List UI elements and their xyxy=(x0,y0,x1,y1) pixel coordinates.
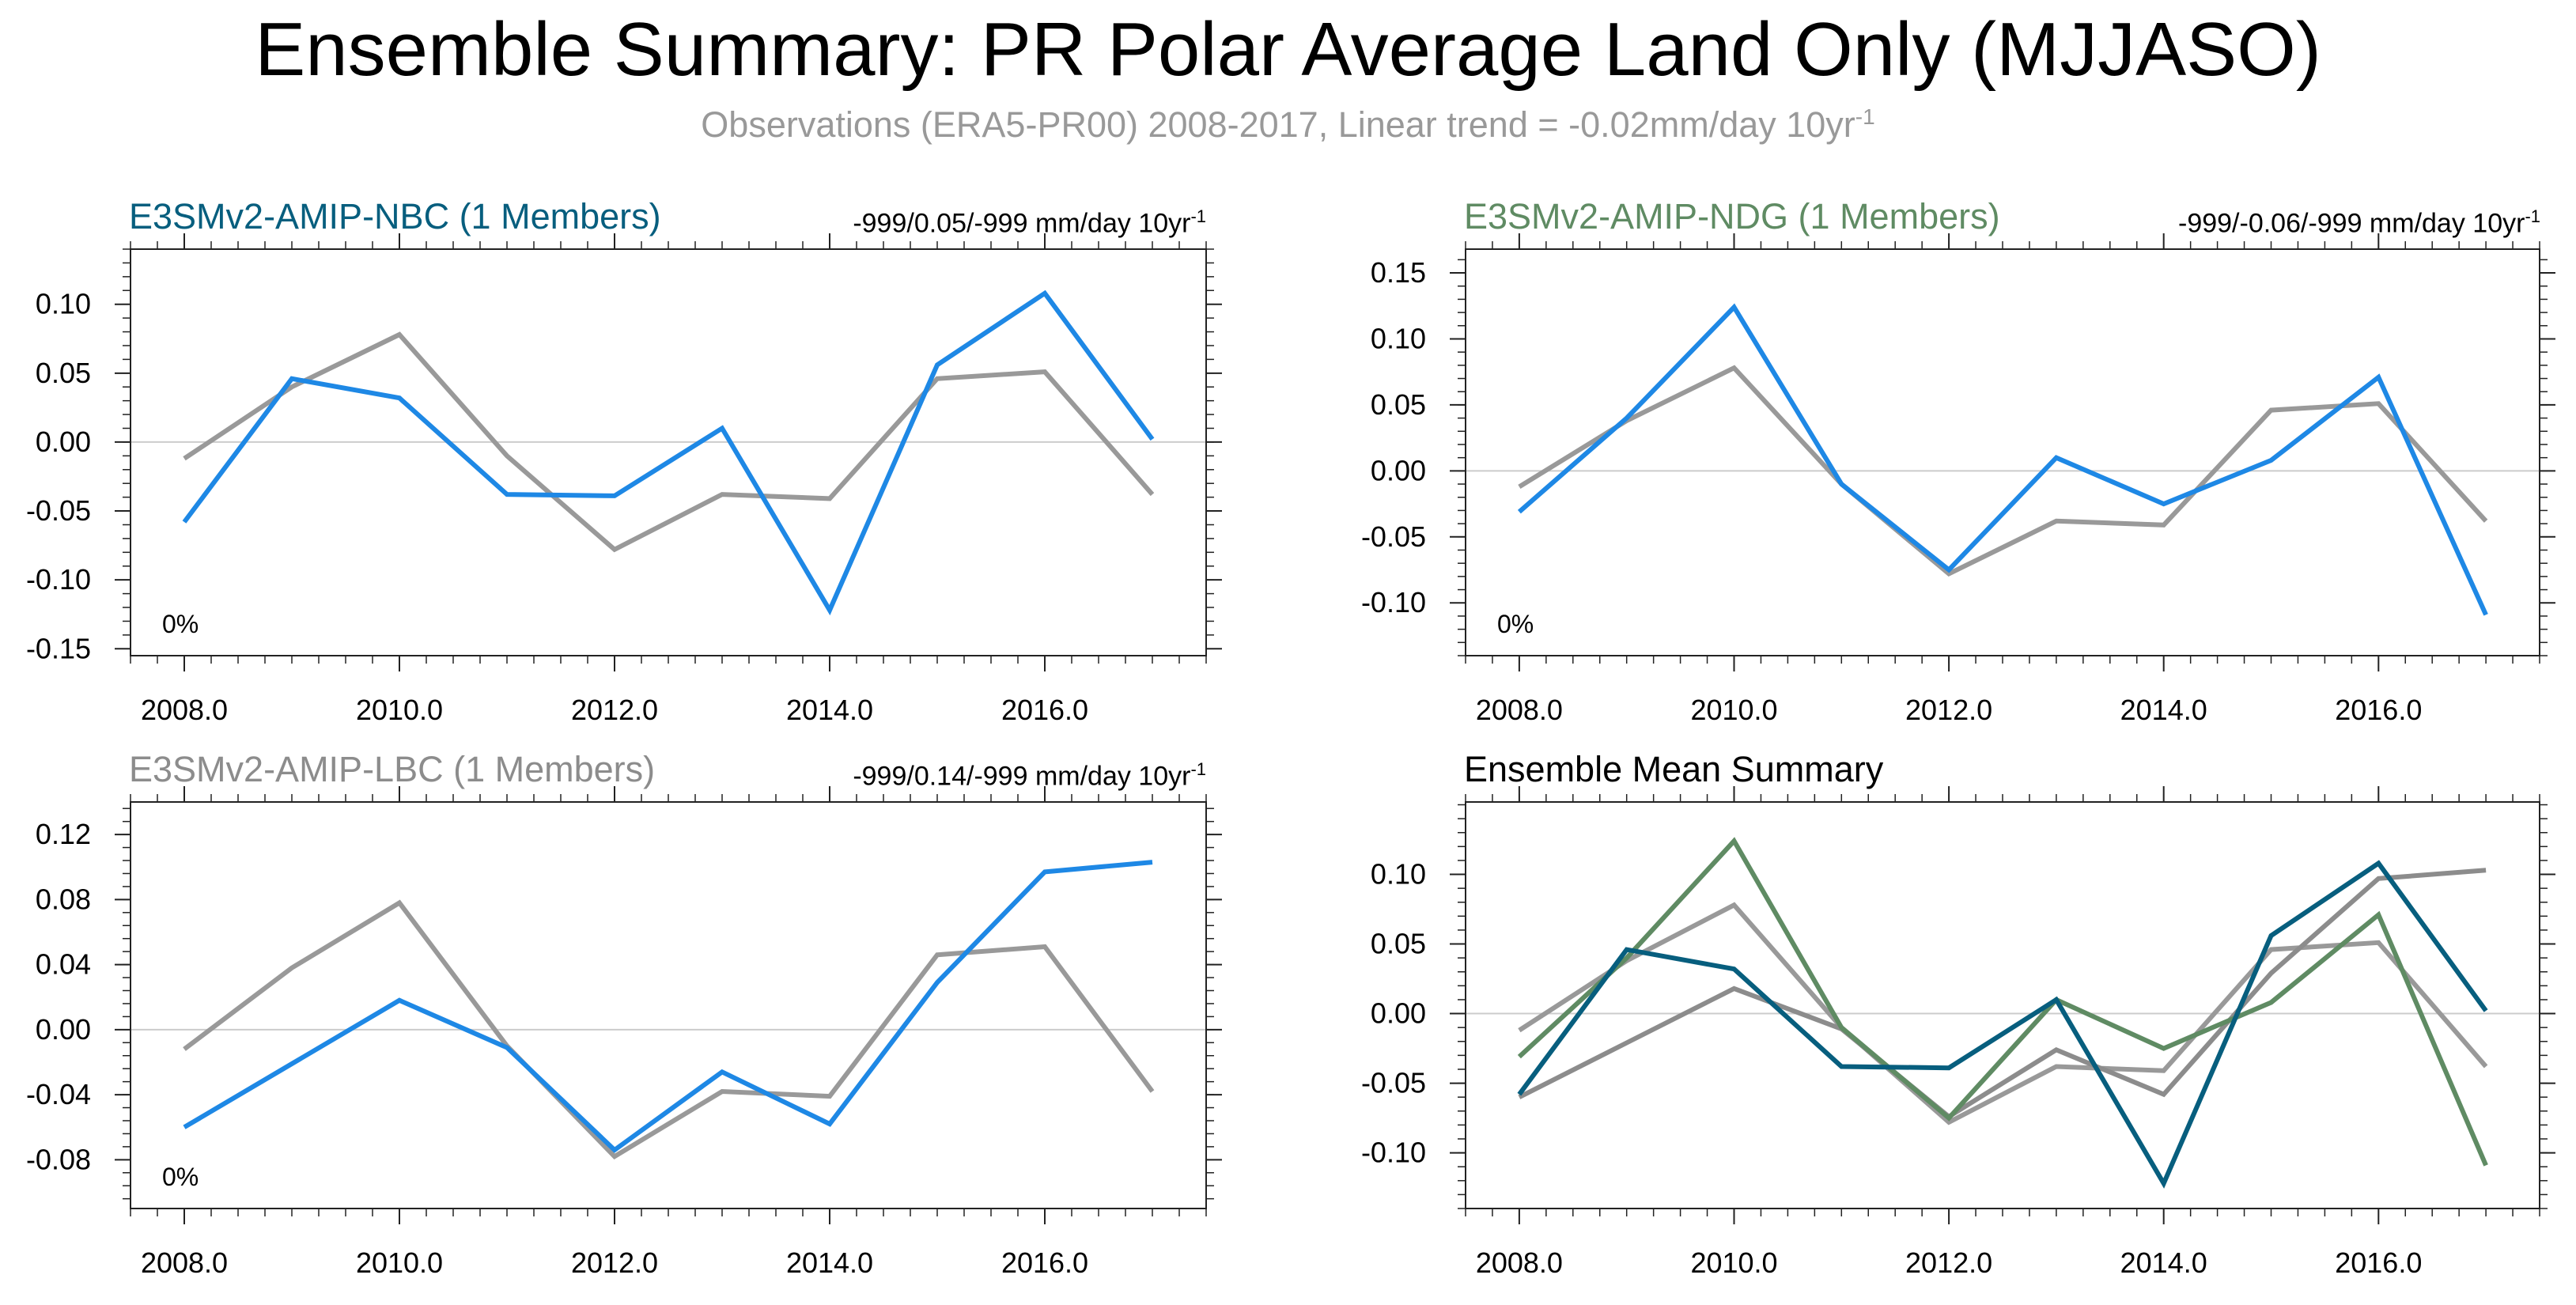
x-tick-label: 2016.0 xyxy=(2335,694,2422,726)
panel-title-mean: Ensemble Mean Summary xyxy=(1464,749,1884,789)
trend-text-lbc: -999/0.14/-999 mm/day 10yr xyxy=(853,761,1191,792)
x-tick-label: 2008.0 xyxy=(1476,1246,1563,1279)
y-tick-label: 0.00 xyxy=(1371,454,1426,486)
x-tick-label: 2012.0 xyxy=(571,694,658,726)
y-tick-label: -0.05 xyxy=(1361,1067,1426,1099)
x-tick-label: 2008.0 xyxy=(141,694,228,726)
x-tick-label: 2016.0 xyxy=(1001,1246,1088,1279)
panel-trend-nbc: -999/0.05/-999 mm/day 10yr-1 xyxy=(853,206,1206,239)
series-line-model xyxy=(1517,303,2488,616)
y-tick-label: 0.00 xyxy=(36,426,91,458)
series-line-ndg xyxy=(1517,837,2488,1167)
panel-title-nbc: E3SMv2-AMIP-NBC (1 Members) xyxy=(129,196,661,236)
percent-annotation: 0% xyxy=(162,1163,199,1191)
y-tick-label: 0.08 xyxy=(36,883,91,915)
panel-trend-lbc: -999/0.14/-999 mm/day 10yr-1 xyxy=(853,759,1206,792)
figure-title: Ensemble Summary: PR Polar Average Land … xyxy=(255,7,2321,92)
series-line-obs xyxy=(183,331,1155,553)
series-line-obs xyxy=(1518,365,2488,577)
trend-text-ndg: -999/-0.06/-999 mm/day 10yr xyxy=(2178,208,2525,239)
y-tick-label: -0.04 xyxy=(26,1078,91,1110)
y-tick-label: -0.05 xyxy=(1361,520,1426,553)
y-tick-label: 0.12 xyxy=(36,818,91,850)
y-tick-label: 0.15 xyxy=(1371,256,1426,289)
y-tick-label: 0.10 xyxy=(1371,858,1426,891)
y-tick-label: -0.10 xyxy=(1361,1137,1426,1169)
series-line-obs xyxy=(183,899,1155,1160)
plot-frame xyxy=(130,248,1207,656)
panel-trend-ndg: -999/-0.06/-999 mm/day 10yr-1 xyxy=(2178,206,2540,239)
x-tick-label: 2016.0 xyxy=(2335,1246,2422,1279)
percent-annotation: 0% xyxy=(1497,610,1534,638)
figure-subtitle: Observations (ERA5-PR00) 2008-2017, Line… xyxy=(0,104,2576,146)
y-tick-label: 0.00 xyxy=(36,1013,91,1046)
y-tick-label: -0.15 xyxy=(26,632,91,664)
y-tick-label: 0.10 xyxy=(36,288,91,320)
x-tick-label: 2012.0 xyxy=(1905,694,1992,726)
x-tick-label: 2014.0 xyxy=(2120,1246,2207,1279)
series-line-model xyxy=(182,289,1155,616)
panel-ndg: -0.10 -0.05 0.00 0.05 0.10 0.15 2008.0 2010.0 20… xyxy=(1361,233,2555,726)
y-tick-label: -0.10 xyxy=(26,563,91,596)
x-tick-label: 2012.0 xyxy=(1905,1246,1992,1279)
y-tick-label: -0.05 xyxy=(26,494,91,527)
x-tick-label: 2010.0 xyxy=(1690,694,1777,726)
series-line-model xyxy=(183,860,1153,1153)
panel-lbc: -0.08 -0.04 0.00 0.04 0.08 0.12 2008.0 2010.0 20… xyxy=(26,786,1222,1279)
y-tick-label: -0.10 xyxy=(1361,586,1426,618)
x-tick-label: 2010.0 xyxy=(356,694,443,726)
trend-superscript-ndg: -1 xyxy=(2525,206,2540,226)
x-tick-label: 2014.0 xyxy=(786,1246,873,1279)
series-line-lbc xyxy=(1518,868,2487,1120)
y-tick-label: 0.04 xyxy=(36,948,91,981)
trend-text-nbc: -999/0.05/-999 mm/day 10yr xyxy=(853,208,1191,239)
y-tick-label: 0.05 xyxy=(1371,388,1426,421)
plot-frame xyxy=(1465,801,2540,1209)
series-line-nbc xyxy=(1517,860,2488,1189)
x-tick-label: 2008.0 xyxy=(1476,694,1563,726)
x-tick-label: 2010.0 xyxy=(356,1246,443,1279)
panel-title-lbc: E3SMv2-AMIP-LBC (1 Members) xyxy=(129,749,656,789)
panel-title-ndg: E3SMv2-AMIP-NDG (1 Members) xyxy=(1464,196,2000,236)
subtitle-text: Observations (ERA5-PR00) 2008-2017, Line… xyxy=(701,104,1855,145)
x-tick-label: 2014.0 xyxy=(786,694,873,726)
trend-superscript-nbc: -1 xyxy=(1190,206,1206,226)
y-tick-label: 0.05 xyxy=(36,357,91,389)
x-tick-label: 2016.0 xyxy=(1001,694,1088,726)
panel-nbc: -0.15 -0.10 -0.05 0.00 0.05 0.10 2008.0 2010.0 2… xyxy=(26,233,1222,726)
x-tick-label: 2014.0 xyxy=(2120,694,2207,726)
y-tick-label: 0.10 xyxy=(1371,322,1426,354)
y-tick-label: 0.05 xyxy=(1371,928,1426,960)
plot-frame xyxy=(1465,248,2540,656)
percent-annotation: 0% xyxy=(162,610,199,638)
subtitle-superscript: -1 xyxy=(1855,104,1875,129)
x-tick-label: 2012.0 xyxy=(571,1246,658,1279)
trend-superscript-lbc: -1 xyxy=(1190,759,1206,779)
y-tick-label: -0.08 xyxy=(26,1143,91,1175)
panel-mean: -0.10 -0.05 0.00 0.05 0.10 2008.0 2010.0 2012.0… xyxy=(1361,786,2555,1279)
y-tick-label: 0.00 xyxy=(1371,997,1426,1030)
series-line-obs xyxy=(1518,902,2488,1125)
x-tick-label: 2008.0 xyxy=(141,1246,228,1279)
plot-frame xyxy=(130,801,1207,1209)
x-tick-label: 2010.0 xyxy=(1690,1246,1777,1279)
